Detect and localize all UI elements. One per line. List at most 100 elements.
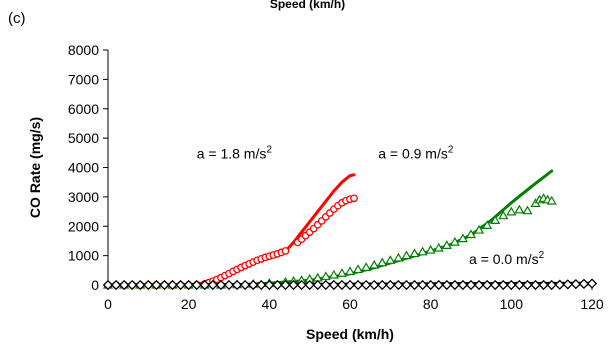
x-tick-label: 40: [262, 296, 278, 312]
y-tick-label: 2000: [68, 218, 99, 234]
data-point-triangle: [377, 257, 388, 267]
annotation-label: a = 0.9 m/s2: [378, 145, 454, 162]
data-point-triangle: [353, 264, 364, 274]
data-point-diamond: [248, 279, 259, 291]
data-point-triangle: [506, 206, 517, 216]
data-point-diamond: [490, 279, 501, 291]
data-point-diamond: [135, 279, 146, 291]
x-tick-label: 80: [423, 296, 439, 312]
data-point-triangle: [474, 224, 485, 234]
data-point-diamond: [207, 279, 218, 291]
y-tick-label: 1000: [68, 248, 99, 264]
top-title: Speed (km/h): [269, 0, 346, 11]
y-tick-label: 6000: [68, 101, 99, 117]
data-point-triangle: [344, 266, 356, 276]
x-tick-label: 120: [580, 296, 604, 312]
data-point-diamond: [264, 279, 275, 291]
data-point-triangle: [328, 269, 339, 279]
y-tick-label: 5000: [68, 130, 99, 146]
data-point-diamond: [441, 279, 452, 291]
annotation-label: a = 1.8 m/s2: [197, 145, 273, 162]
x-tick-label: 100: [500, 296, 524, 312]
data-point-diamond: [151, 279, 162, 291]
annotation-label: a = 0.0 m/s2: [469, 250, 545, 267]
data-point-triangle: [417, 246, 428, 256]
data-point-diamond: [320, 279, 331, 291]
x-tick-label: 20: [181, 296, 197, 312]
data-point-diamond: [377, 279, 388, 291]
data-point-diamond: [425, 279, 436, 291]
data-point-triangle: [457, 233, 468, 243]
data-point-diamond: [231, 279, 243, 291]
data-point-diamond: [393, 279, 404, 291]
data-point-diamond: [288, 279, 299, 291]
data-point-triangle: [409, 248, 420, 258]
data-point-triangle: [425, 244, 436, 254]
data-point-triangle: [449, 236, 460, 246]
data-point-diamond: [143, 279, 154, 291]
data-point-diamond: [304, 279, 315, 291]
data-point-diamond: [401, 279, 412, 291]
data-point-diamond: [183, 279, 194, 291]
data-point-diamond: [272, 279, 283, 291]
data-point-triangle: [498, 210, 509, 220]
data-point-triangle: [514, 204, 525, 214]
y-tick-label: 8000: [68, 42, 99, 58]
y-tick-label: 3000: [68, 189, 99, 205]
data-point-triangle: [441, 240, 452, 249]
data-point-diamond: [240, 279, 251, 291]
data-point-triangle: [433, 242, 444, 252]
data-point-diamond: [191, 279, 202, 291]
data-point-diamond: [562, 279, 573, 290]
x-axis-title: Speed (km/h): [306, 326, 394, 342]
data-point-diamond: [546, 279, 557, 291]
data-point-triangle: [490, 215, 501, 224]
data-point-diamond: [578, 278, 590, 289]
data-point-diamond: [514, 279, 525, 291]
data-point-diamond: [506, 279, 517, 291]
y-tick-label: 7000: [68, 71, 99, 87]
data-point-diamond: [522, 279, 533, 291]
data-point-triangle: [522, 205, 533, 215]
data-point-diamond: [385, 279, 396, 291]
data-point-triangle: [336, 268, 347, 277]
data-point-diamond: [328, 279, 339, 291]
data-point-diamond: [352, 279, 364, 291]
x-tick-label: 60: [342, 296, 358, 312]
y-tick-label: 4000: [68, 160, 99, 176]
data-point-triangle: [361, 262, 372, 271]
data-point-circle: [350, 194, 358, 203]
data-point-triangle: [320, 271, 331, 281]
data-point-diamond: [199, 279, 210, 291]
data-point-diamond: [538, 279, 549, 291]
data-point-diamond: [361, 279, 372, 291]
panel-label: (c): [8, 10, 26, 27]
data-point-diamond: [417, 279, 428, 291]
data-point-triangle: [465, 229, 477, 239]
y-axis-title: CO Rate (mg/s): [27, 117, 43, 218]
data-point-triangle: [401, 250, 412, 260]
data-point-diamond: [336, 279, 348, 291]
data-point-diamond: [465, 279, 477, 291]
data-point-triangle: [546, 195, 557, 205]
x-tick-label: 0: [104, 296, 112, 312]
data-point-diamond: [473, 279, 485, 291]
data-point-diamond: [280, 279, 291, 291]
data-point-diamond: [570, 278, 581, 290]
data-point-diamond: [530, 279, 541, 291]
y-tick-label: 0: [91, 277, 99, 293]
data-point-diamond: [312, 279, 323, 291]
data-point-diamond: [409, 279, 420, 291]
data-point-diamond: [159, 279, 170, 291]
data-point-diamond: [223, 279, 235, 291]
data-point-triangle: [482, 220, 493, 229]
data-point-diamond: [369, 279, 380, 291]
data-point-diamond: [119, 279, 130, 291]
data-point-diamond: [457, 279, 469, 291]
data-point-diamond: [127, 279, 138, 291]
data-point-diamond: [586, 278, 598, 289]
data-point-diamond: [215, 279, 227, 291]
data-point-diamond: [449, 279, 460, 291]
data-point-diamond: [433, 279, 444, 291]
